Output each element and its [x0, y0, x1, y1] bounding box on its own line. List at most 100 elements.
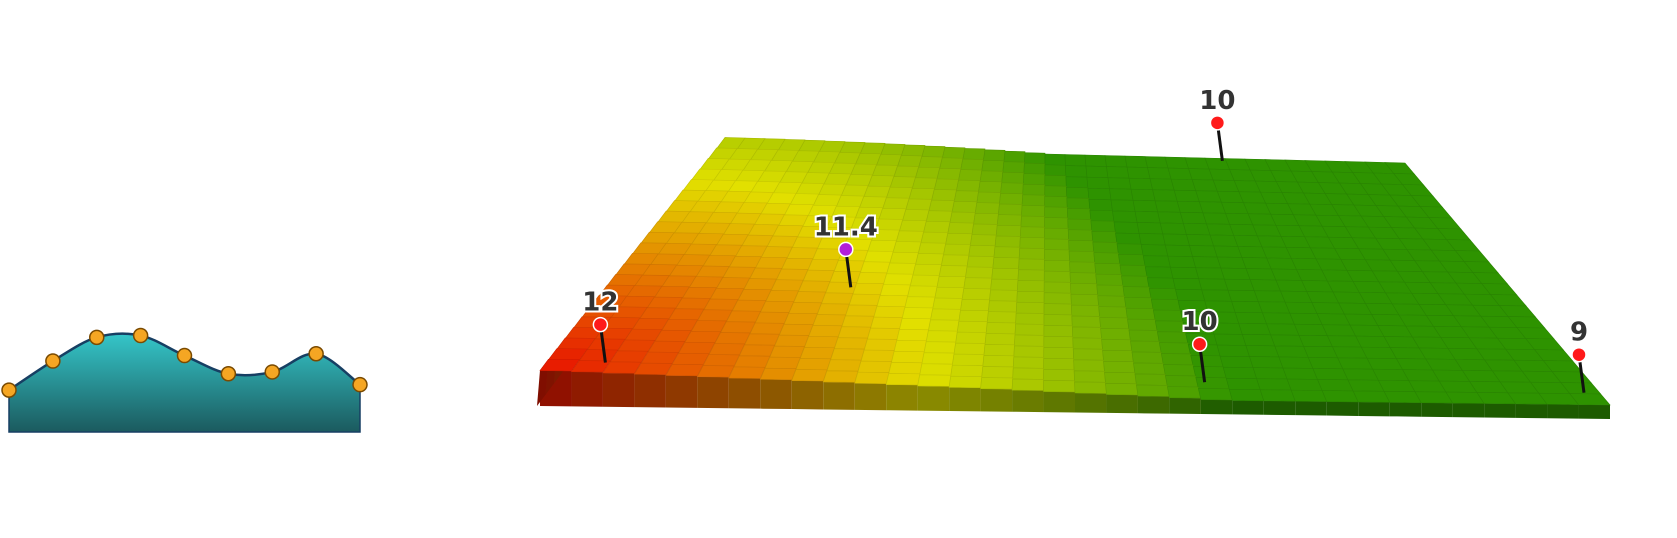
surface-cell — [1018, 258, 1045, 271]
surface-cell — [984, 333, 1016, 346]
surface-cell — [1000, 182, 1024, 195]
pin-1: 11.4 — [812, 210, 880, 288]
surface-cell — [1104, 155, 1128, 168]
surface-cell — [859, 142, 886, 155]
surface-cell — [1352, 390, 1391, 403]
surface-front-cell — [1295, 401, 1327, 416]
area-point-8 — [352, 376, 368, 393]
surface-cell — [1016, 290, 1045, 304]
surface-cell — [874, 218, 904, 231]
surface-cell — [1019, 226, 1045, 239]
surface-cell — [602, 361, 642, 374]
surface-cell — [994, 235, 1021, 248]
surface-cell — [1132, 199, 1159, 213]
surface-cell — [852, 282, 884, 296]
surface-cell — [955, 331, 987, 344]
surface-cell — [1116, 243, 1144, 256]
surface-cell — [1071, 326, 1102, 339]
surface-cell — [1164, 244, 1193, 257]
surface-cell — [1069, 272, 1098, 285]
pin-label: 11.4 — [814, 212, 878, 242]
surface-cell — [1172, 277, 1203, 291]
surface-cell — [1011, 378, 1044, 391]
surface-cell — [709, 287, 745, 301]
surface-cell — [905, 198, 933, 211]
surface-cell — [539, 359, 580, 372]
surface-cell — [1044, 153, 1066, 166]
surface-cell — [923, 341, 956, 354]
pin-head — [1191, 336, 1208, 352]
surface-cell — [1136, 222, 1164, 235]
surface-cell — [936, 167, 962, 181]
surface-cell — [958, 309, 989, 323]
surface-cell — [893, 165, 920, 178]
surface-cell — [1012, 356, 1045, 369]
surface-cell — [889, 251, 919, 265]
surface-cell — [1256, 378, 1292, 391]
surface-cell — [1088, 199, 1113, 212]
surface-cell — [1106, 166, 1130, 179]
surface-cell — [1003, 150, 1026, 164]
surface-cell — [915, 253, 944, 266]
surface-cell — [1099, 317, 1130, 330]
surface-cell — [1157, 211, 1184, 224]
surface-cell — [1002, 161, 1025, 174]
pin-2: 10 — [1197, 84, 1237, 162]
surface-cell — [879, 284, 911, 297]
surface-cell — [1197, 388, 1233, 401]
surface-cell — [1093, 252, 1121, 265]
surface-cell — [786, 247, 818, 260]
surface-cell — [1213, 245, 1243, 258]
surface-cell — [1044, 227, 1069, 240]
surface-cell — [1043, 380, 1076, 393]
surface-cell — [1317, 379, 1354, 392]
surface-cell — [895, 230, 924, 243]
surface-cell — [1012, 367, 1044, 380]
surface-cell — [1094, 263, 1122, 276]
surface-cell — [1136, 384, 1170, 397]
surface-cell — [1167, 386, 1202, 399]
surface-cell — [1044, 206, 1069, 219]
surface-cell — [1102, 350, 1134, 363]
surface-cell — [921, 352, 955, 365]
surface-cell — [1342, 368, 1379, 381]
surface-cell — [960, 299, 990, 312]
surface-cell — [1126, 166, 1151, 179]
surface-cell — [788, 302, 822, 315]
surface-cell — [867, 327, 900, 340]
surface-cell — [949, 211, 976, 224]
surface-cell — [1170, 266, 1200, 280]
surface-cell — [1158, 342, 1192, 355]
surface-cell — [854, 371, 890, 384]
surface-cell — [744, 333, 780, 346]
surface-cell — [1066, 197, 1091, 210]
pin-head — [1209, 115, 1226, 131]
surface-front-cell — [980, 388, 1013, 412]
surface-cell — [1112, 210, 1138, 223]
surface-cell — [973, 212, 999, 226]
surface-cell — [902, 209, 930, 222]
surface-cell — [1134, 373, 1168, 386]
surface-cell — [1146, 277, 1176, 290]
surface-cell — [1312, 368, 1349, 381]
surface-cell — [878, 208, 907, 221]
surface-cell — [1107, 177, 1132, 190]
area-point-0 — [1, 382, 17, 398]
surface-cell — [1087, 187, 1112, 201]
pin-label: 12 — [582, 288, 618, 318]
surface-cell — [1170, 178, 1197, 191]
surface-cell — [962, 148, 986, 161]
surface-cell — [1253, 290, 1286, 303]
surface-cell — [930, 308, 961, 321]
surface-cell — [1182, 223, 1211, 236]
surface-cell — [1105, 383, 1139, 396]
surface-cell — [774, 334, 810, 347]
surface-cell — [951, 201, 978, 214]
surface-cell — [1068, 240, 1095, 253]
surface-cell — [863, 250, 894, 263]
surface-cell — [804, 336, 839, 349]
pin-head — [592, 316, 609, 333]
surface-front-cell — [665, 375, 698, 408]
surface-cell — [885, 373, 921, 386]
surface-cell — [888, 362, 923, 375]
